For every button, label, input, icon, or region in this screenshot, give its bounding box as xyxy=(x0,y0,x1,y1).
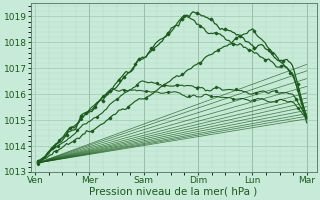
X-axis label: Pression niveau de la mer( hPa ): Pression niveau de la mer( hPa ) xyxy=(90,187,258,197)
